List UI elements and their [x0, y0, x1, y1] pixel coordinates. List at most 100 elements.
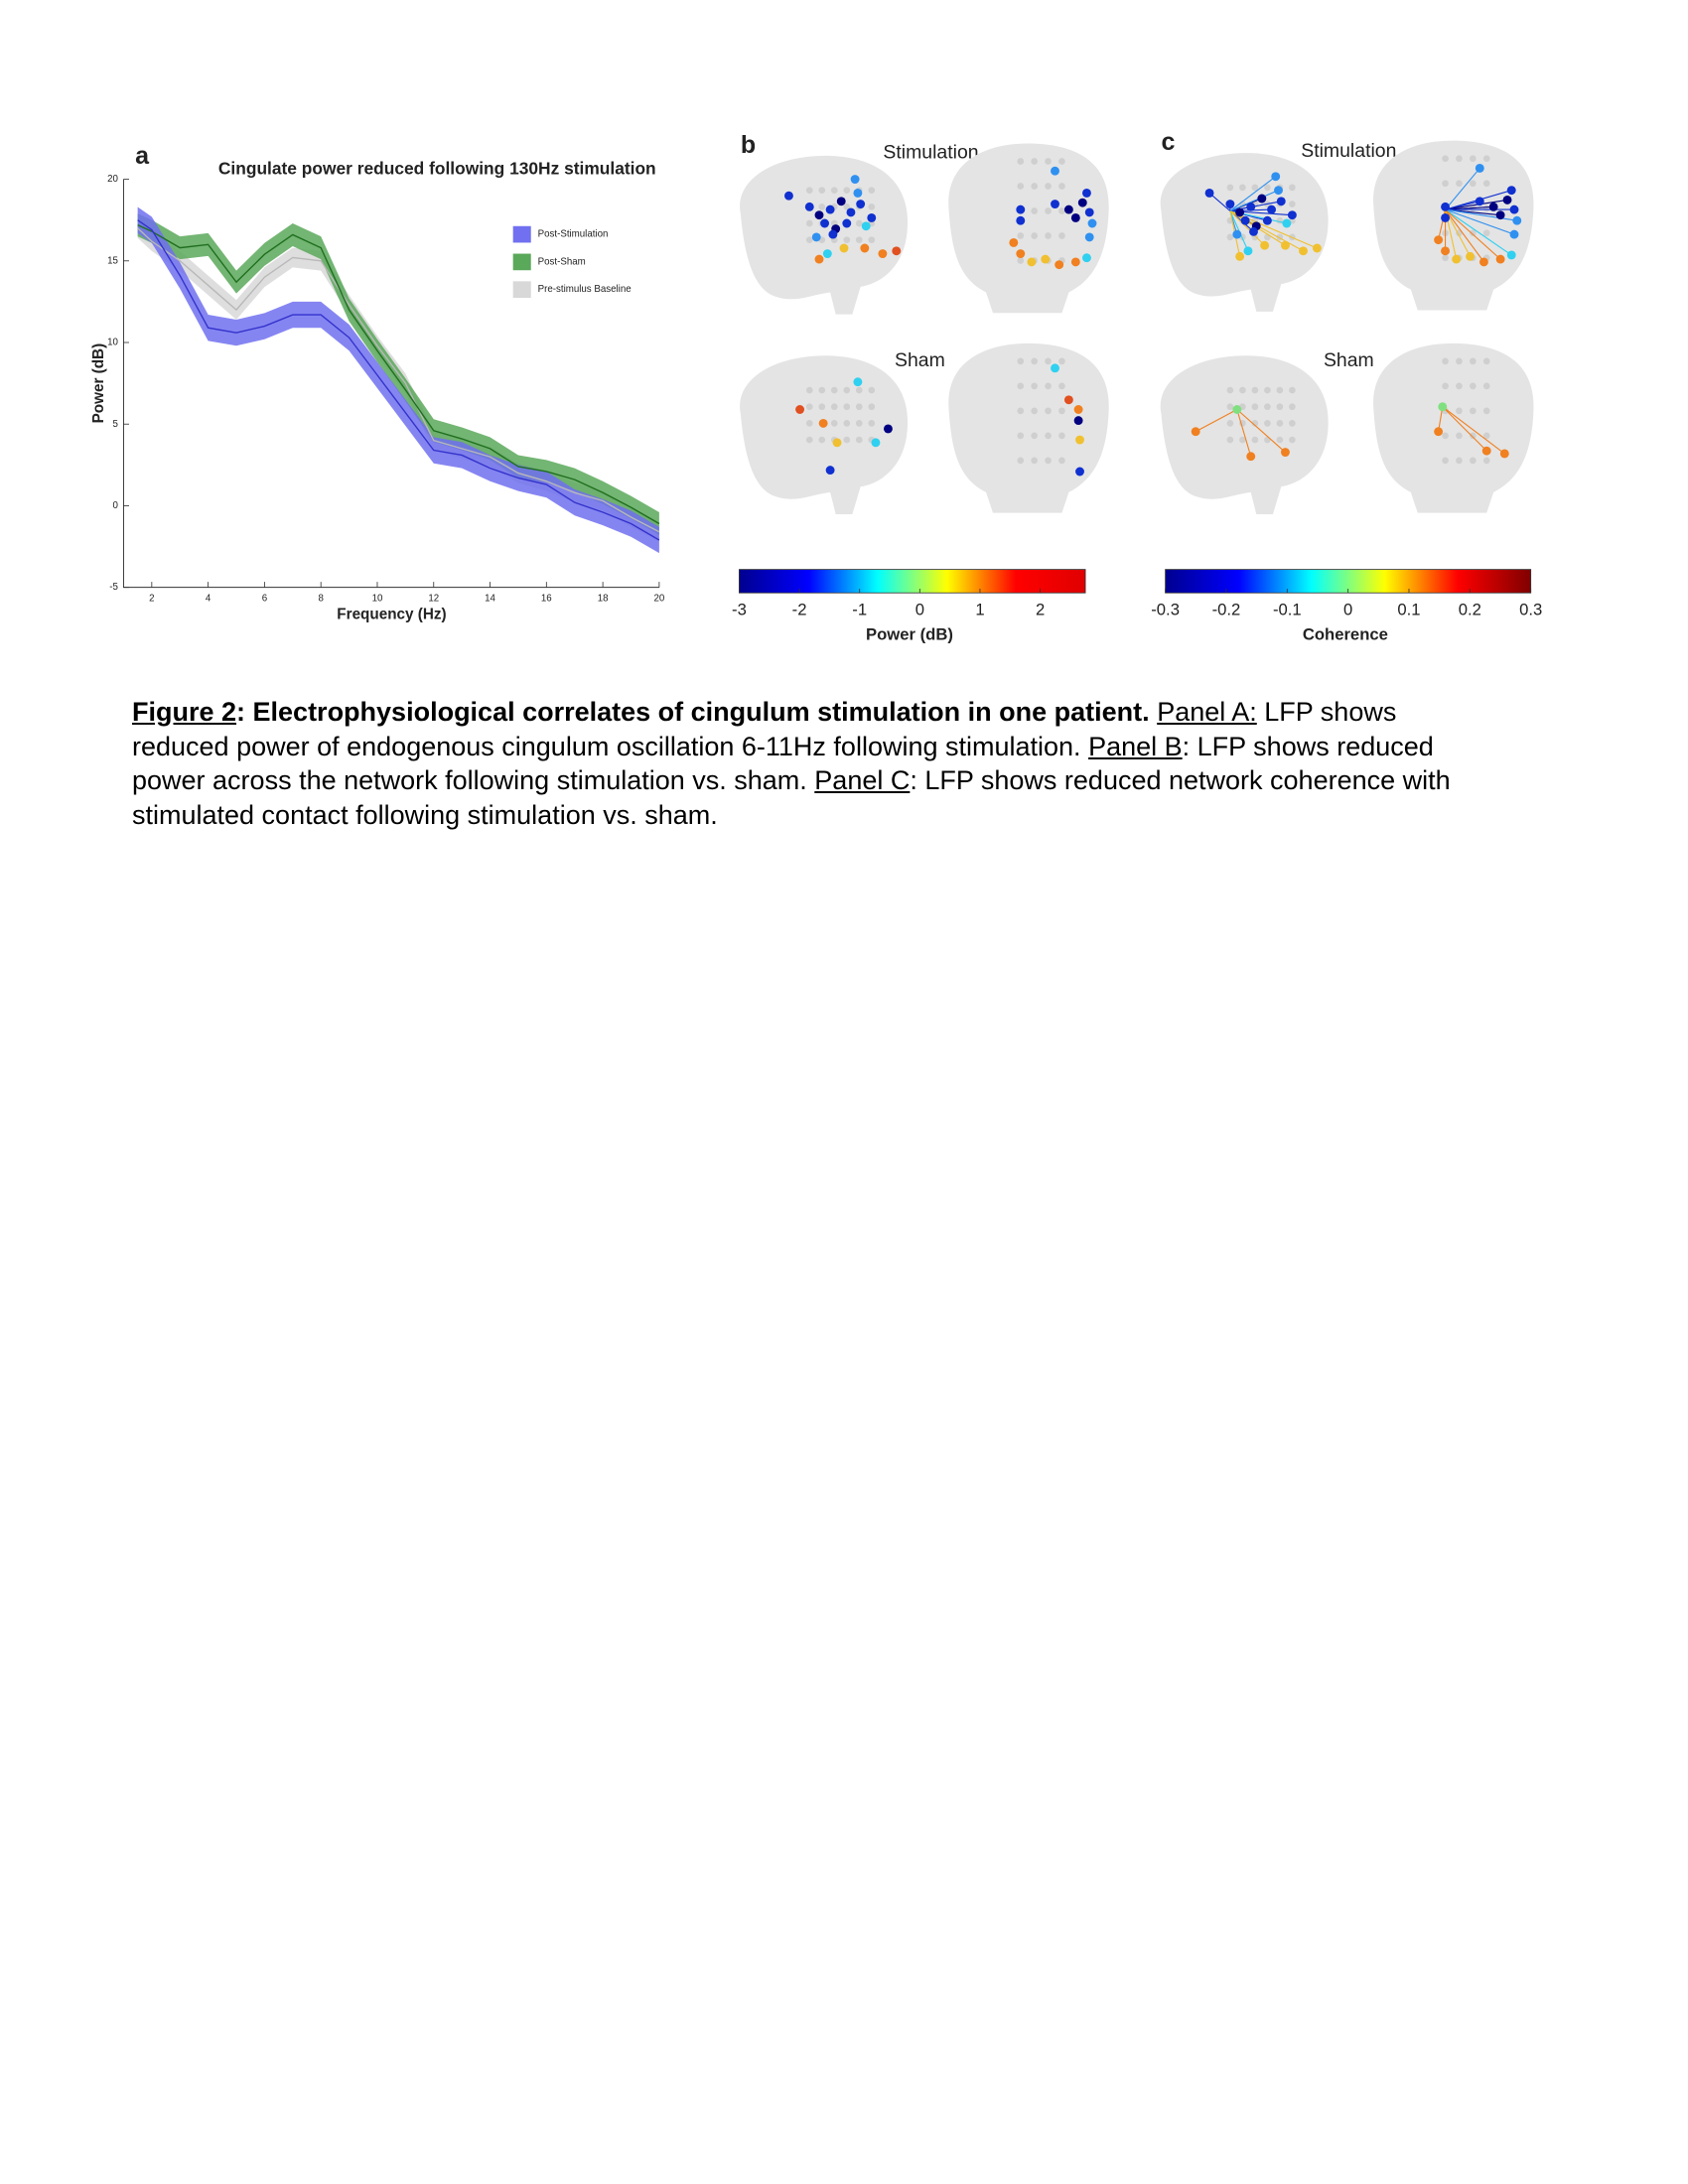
- electrode: [1204, 189, 1214, 198]
- x-tick-label: 12: [428, 593, 439, 604]
- contact: [1239, 386, 1246, 394]
- contact: [1031, 158, 1038, 165]
- connection: [1195, 409, 1238, 433]
- contact: [1058, 357, 1065, 365]
- contact: [805, 219, 813, 227]
- connection: [1229, 190, 1279, 212]
- contact: [1058, 382, 1065, 390]
- contact: [868, 420, 876, 427]
- contact: [1470, 155, 1477, 163]
- contact: [1289, 420, 1296, 427]
- colorbar-tick-label: 0.3: [1519, 601, 1542, 619]
- contact: [1017, 257, 1025, 264]
- panel-label: b: [741, 131, 756, 159]
- brain-title: Stimulation: [1301, 140, 1396, 162]
- contact: [1045, 158, 1052, 165]
- electrode: [1235, 251, 1245, 261]
- brain-title: Stimulation: [883, 141, 978, 163]
- contact: [868, 386, 876, 394]
- electrode: [818, 418, 828, 428]
- electrode: [1027, 257, 1037, 267]
- contact: [1017, 183, 1025, 190]
- contact: [805, 420, 813, 427]
- contact: [1226, 184, 1234, 192]
- electrode: [811, 232, 821, 242]
- electrode: [1506, 250, 1516, 260]
- contact: [1226, 386, 1234, 394]
- contact: [868, 204, 876, 210]
- contact: [1442, 180, 1449, 188]
- contact: [1239, 436, 1246, 444]
- contact: [1226, 233, 1234, 241]
- y-tick-label: 10: [107, 338, 118, 348]
- contact: [1482, 205, 1490, 212]
- electrode: [1281, 240, 1290, 250]
- electrode: [814, 210, 824, 220]
- contact: [1470, 229, 1477, 237]
- contact: [855, 219, 863, 227]
- electrode: [1299, 246, 1308, 256]
- contact: [1264, 386, 1271, 394]
- electrode: [1084, 207, 1094, 217]
- y-tick-label: -5: [109, 582, 118, 593]
- contact: [1017, 232, 1025, 239]
- contact: [805, 436, 813, 444]
- y-axis-label: Power (dB): [90, 343, 107, 424]
- brain-side: [740, 355, 909, 515]
- connection: [1229, 210, 1266, 246]
- electrode: [1249, 226, 1258, 236]
- electrode: [1070, 213, 1080, 222]
- electrode: [1271, 172, 1281, 182]
- y-tick-label: 20: [107, 174, 118, 185]
- electrode: [1225, 200, 1235, 208]
- contact: [843, 436, 851, 444]
- electrode: [878, 249, 888, 259]
- connection: [1442, 406, 1487, 452]
- electrode: [1434, 235, 1444, 245]
- electrode: [836, 197, 846, 206]
- electrode: [1075, 467, 1084, 477]
- colorbar-tick-label: 0.1: [1397, 601, 1420, 619]
- contact: [1017, 432, 1025, 440]
- colorbar-tick-label: -1: [852, 601, 867, 619]
- contact: [1251, 436, 1259, 444]
- contact: [1289, 436, 1296, 444]
- contact: [1017, 357, 1025, 365]
- contact: [1276, 436, 1284, 444]
- contact: [1456, 180, 1463, 188]
- contact: [818, 204, 826, 210]
- contact: [1482, 382, 1490, 390]
- contact: [1045, 407, 1052, 415]
- brain-title: Sham: [1324, 349, 1374, 371]
- contact: [1456, 155, 1463, 163]
- brain-outline: [1373, 342, 1534, 513]
- electrode: [1240, 215, 1250, 225]
- electrode: [1438, 402, 1448, 412]
- electrode: [1191, 427, 1200, 437]
- contact: [1045, 232, 1052, 239]
- contact: [1482, 432, 1490, 440]
- axes: [122, 179, 659, 589]
- electrode: [1495, 254, 1505, 264]
- connection: [1445, 208, 1512, 256]
- x-tick-label: 10: [372, 593, 383, 604]
- panel-label: c: [1161, 128, 1175, 156]
- brain-outline: [948, 143, 1109, 314]
- caption: Figure 2: Electrophysiological correlate…: [132, 695, 1497, 832]
- caption-label: Panel B: [1088, 731, 1183, 761]
- contact: [1470, 407, 1477, 415]
- brain-side: [1160, 355, 1329, 515]
- contact: [1276, 386, 1284, 394]
- colorbar-tick-label: 1: [975, 601, 984, 619]
- contact: [1482, 407, 1490, 415]
- electrode: [825, 205, 835, 214]
- contact: [1276, 420, 1284, 427]
- contact: [855, 386, 863, 394]
- x-tick-label: 18: [598, 593, 609, 604]
- contact: [843, 187, 851, 194]
- electrode: [1235, 207, 1245, 217]
- electrode: [1087, 218, 1097, 228]
- x-tick-label: 2: [149, 593, 154, 604]
- contact: [1289, 184, 1296, 192]
